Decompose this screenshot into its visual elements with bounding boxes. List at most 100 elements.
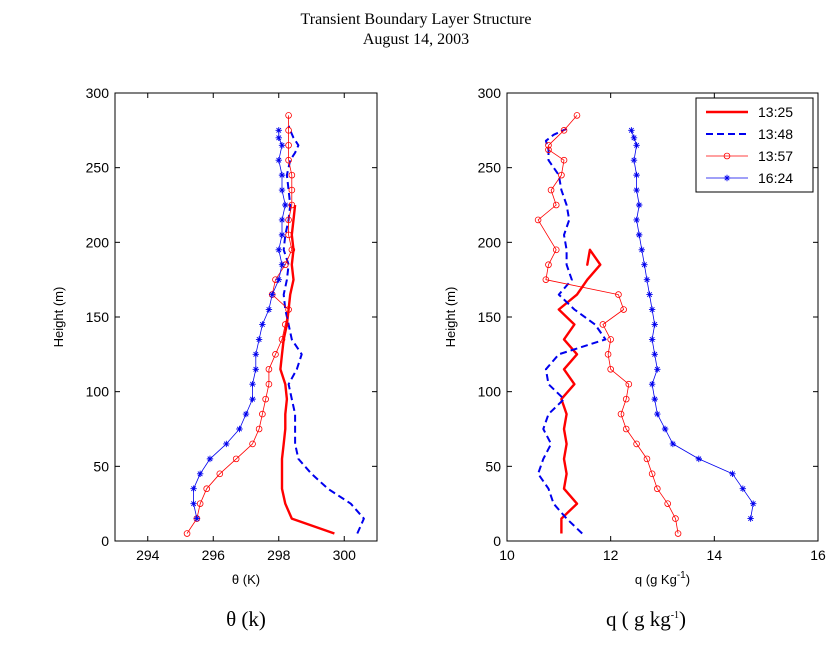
data-point — [285, 306, 292, 313]
caption-humidity: q ( g kg-1) — [606, 607, 686, 631]
data-point — [285, 141, 292, 149]
data-point — [242, 410, 250, 418]
data-point — [275, 127, 282, 134]
y-tick-label: 250 — [86, 160, 110, 176]
humidity-profile-panel: 10 12 14 16 0 50 100 150 200 250 300 Height (m) q (g… — [443, 85, 826, 587]
data-point — [262, 395, 269, 403]
series-1357 — [534, 112, 682, 537]
legend-marker — [723, 174, 731, 182]
data-point — [278, 336, 286, 343]
data-point — [249, 381, 256, 388]
y-tick-label: 100 — [478, 384, 502, 400]
x-axis-label-base: q (g Kg — [635, 572, 677, 587]
data-point — [695, 455, 702, 463]
data-point — [607, 336, 614, 343]
series-1348 — [537, 127, 607, 535]
data-point — [216, 470, 224, 478]
figure-title: Transient Boundary Layer Structure — [301, 11, 532, 28]
data-point — [542, 276, 550, 283]
series-line — [631, 130, 754, 519]
data-point — [664, 500, 671, 507]
data-point — [646, 291, 653, 298]
data-point — [278, 186, 286, 194]
series-1624 — [190, 127, 289, 522]
data-point — [672, 515, 679, 522]
data-point — [285, 156, 292, 164]
data-point — [573, 112, 581, 119]
data-point — [633, 186, 640, 194]
legend: 13:25 13:48 13:57 16:24 — [695, 97, 814, 193]
data-point — [288, 171, 296, 179]
x-tick-label: 294 — [136, 547, 160, 563]
x-tick-label: 296 — [202, 547, 226, 563]
data-point — [288, 201, 296, 209]
series-line — [193, 130, 286, 519]
data-point — [739, 485, 747, 492]
data-point — [633, 216, 640, 224]
data-point — [747, 515, 754, 522]
data-point — [560, 127, 568, 134]
data-point — [288, 186, 296, 194]
data-point — [285, 216, 292, 224]
data-point — [617, 410, 625, 418]
data-point — [281, 321, 289, 328]
data-point — [534, 216, 542, 224]
y-tick-label: 200 — [478, 234, 502, 250]
data-point — [750, 500, 757, 507]
data-point — [620, 306, 627, 313]
data-point — [651, 321, 658, 328]
x-tick-label: 300 — [333, 547, 357, 563]
data-point — [648, 470, 656, 478]
data-point — [278, 142, 286, 149]
data-point — [630, 157, 638, 164]
y-tick-label: 0 — [493, 533, 501, 549]
data-point — [638, 246, 645, 253]
data-point — [265, 365, 273, 373]
data-point — [285, 127, 292, 134]
data-point — [255, 425, 263, 433]
data-point — [288, 246, 296, 254]
data-point — [654, 485, 661, 493]
data-point — [729, 470, 736, 477]
data-point — [285, 231, 292, 239]
data-point — [282, 201, 289, 209]
y-tick-label: 50 — [93, 458, 109, 474]
data-point — [628, 127, 635, 134]
series-line — [537, 127, 607, 535]
data-point — [259, 410, 266, 418]
data-point — [255, 336, 263, 343]
data-point — [259, 321, 266, 328]
series-line — [557, 248, 602, 534]
data-point — [278, 261, 286, 268]
data-point — [622, 395, 630, 403]
data-point — [654, 410, 661, 418]
y-tick-label: 300 — [478, 85, 502, 101]
y-tick-label: 0 — [101, 533, 109, 549]
data-point — [249, 395, 256, 403]
figure-subtitle: August 14, 2003 — [363, 31, 469, 48]
data-point — [545, 141, 552, 149]
legend-entry: 13:48 — [758, 126, 793, 142]
data-point — [278, 216, 286, 224]
data-point — [552, 201, 560, 209]
data-point — [622, 425, 630, 433]
data-point — [674, 530, 682, 537]
data-point — [643, 276, 651, 283]
data-point — [560, 156, 568, 164]
data-point — [190, 485, 197, 492]
caption-humidity-sup: -1 — [671, 610, 679, 621]
y-tick-label: 150 — [478, 309, 502, 325]
data-point — [275, 157, 282, 164]
y-axis-label: Height (m) — [51, 287, 66, 348]
x-axis-label: q (g Kg-1) — [635, 570, 690, 587]
data-point — [615, 291, 622, 298]
data-point — [265, 306, 273, 313]
series-line — [282, 125, 365, 534]
data-point — [193, 515, 201, 522]
data-point — [651, 395, 658, 403]
data-point — [552, 246, 560, 254]
x-axis-label: θ (K) — [232, 572, 260, 587]
axes-box — [114, 92, 378, 542]
data-point — [651, 351, 658, 358]
series-1325 — [557, 248, 602, 534]
